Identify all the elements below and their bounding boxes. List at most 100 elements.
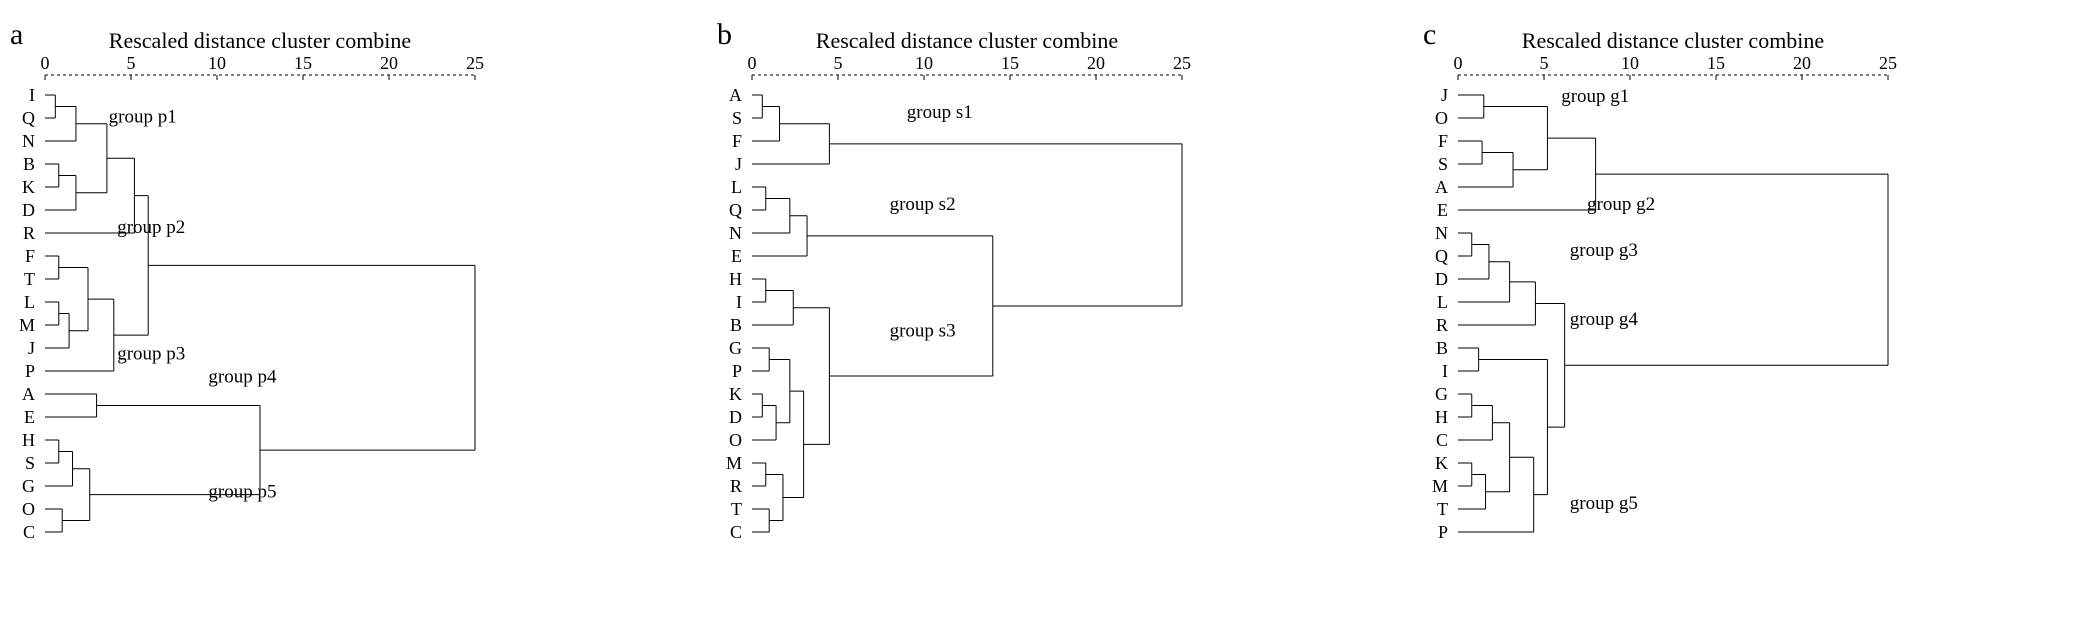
leaf-label: R [730, 476, 742, 496]
group-label: group g2 [1587, 194, 1655, 215]
leaf-label: Q [1435, 246, 1448, 266]
leaf-label: H [729, 269, 742, 289]
leaf-label: E [24, 407, 35, 427]
leaf-label: O [1435, 108, 1448, 128]
leaf-label: K [1435, 453, 1448, 473]
leaf-label: B [23, 154, 35, 174]
panel-label: c [1423, 20, 1436, 51]
group-label: group p3 [117, 344, 185, 365]
tick-label: 25 [1879, 53, 1897, 73]
leaf-label: F [25, 246, 35, 266]
leaf-label: T [24, 269, 35, 289]
leaf-label: F [732, 131, 742, 151]
group-label: group g4 [1570, 309, 1639, 330]
leaf-label: E [1437, 200, 1448, 220]
leaf-label: F [1438, 131, 1448, 151]
leaf-label: C [730, 522, 742, 542]
leaf-label: L [24, 292, 35, 312]
leaf-label: A [22, 384, 35, 404]
tick-label: 0 [1454, 53, 1463, 73]
leaf-label: R [1436, 315, 1448, 335]
tick-label: 10 [1621, 53, 1639, 73]
tick-label: 0 [747, 53, 756, 73]
axis-title: Rescaled distance cluster combine [815, 28, 1117, 53]
tick-label: 20 [380, 53, 398, 73]
leaf-label: C [1436, 430, 1448, 450]
group-label: group g5 [1570, 493, 1638, 514]
leaf-label: P [1438, 522, 1448, 542]
tick-label: 15 [1707, 53, 1725, 73]
leaf-label: D [22, 200, 35, 220]
panel-c: c Rescaled distance cluster combine 0 5 10 15… [1423, 20, 2090, 565]
leaf-label: J [1441, 85, 1448, 105]
group-label: group p2 [117, 217, 185, 238]
leaf-label: M [1432, 476, 1448, 496]
dendrogram-c: c Rescaled distance cluster combine 0 5 10 15… [1423, 20, 1908, 565]
tick-label: 10 [915, 53, 933, 73]
group-label: group g1 [1562, 86, 1630, 107]
leaf-label: M [726, 453, 742, 473]
tick-label: 25 [1173, 53, 1191, 73]
panel-label: b [717, 20, 732, 51]
tick-label: 20 [1087, 53, 1105, 73]
leaf-label: I [1442, 361, 1448, 381]
panel-a: aRescaled distance cluster combine051015… [10, 20, 677, 565]
leaf-label: Q [22, 108, 35, 128]
axis-title: Rescaled distance cluster combine [1522, 28, 1824, 53]
leaf-label: K [22, 177, 35, 197]
leaf-label: L [731, 177, 742, 197]
leaf-label: J [735, 154, 742, 174]
leaf-label: B [1436, 338, 1448, 358]
panel-label: a [10, 20, 23, 51]
group-label: group s1 [906, 102, 972, 123]
leaf-label: S [732, 108, 742, 128]
leaf-label: N [729, 223, 742, 243]
leaf-label: G [1435, 384, 1448, 404]
leaf-label: D [729, 407, 742, 427]
leaf-label: N [1435, 223, 1448, 243]
leaf-label: J [28, 338, 35, 358]
axis-title: Rescaled distance cluster combine [109, 28, 411, 53]
tick-label: 20 [1793, 53, 1811, 73]
leaf-label: B [730, 315, 742, 335]
tick-label: 25 [466, 53, 484, 73]
leaf-label: G [729, 338, 742, 358]
group-label: group p5 [208, 482, 276, 503]
dendrogram-a: aRescaled distance cluster combine051015… [10, 20, 495, 565]
leaf-label: O [729, 430, 742, 450]
leaf-label: H [1435, 407, 1448, 427]
leaf-label: T [731, 499, 742, 519]
leaf-label: H [22, 430, 35, 450]
tick-label: 15 [1001, 53, 1019, 73]
leaf-label: C [23, 522, 35, 542]
tick-label: 5 [1540, 53, 1549, 73]
panel-b: b Rescaled distance cluster combine 0 5 10 15… [717, 20, 1384, 565]
leaf-label: S [25, 453, 35, 473]
leaf-label: P [732, 361, 742, 381]
group-label: group s3 [889, 321, 955, 342]
tick-label: 10 [208, 53, 226, 73]
tick-label: 5 [127, 53, 136, 73]
leaf-label: L [1437, 292, 1448, 312]
leaf-label: K [729, 384, 742, 404]
tick-label: 0 [41, 53, 50, 73]
leaf-label: O [22, 499, 35, 519]
leaf-label: E [731, 246, 742, 266]
group-label: group g3 [1570, 240, 1638, 261]
leaf-label: M [19, 315, 35, 335]
tick-label: 5 [833, 53, 842, 73]
group-label: group s2 [889, 194, 955, 215]
leaf-label: I [736, 292, 742, 312]
leaf-label: Q [729, 200, 742, 220]
leaf-label: P [25, 361, 35, 381]
dendrogram-b: b Rescaled distance cluster combine 0 5 10 15… [717, 20, 1202, 565]
leaf-label: D [1435, 269, 1448, 289]
leaf-label: N [22, 131, 35, 151]
leaf-label: R [23, 223, 35, 243]
group-label: group p4 [208, 367, 277, 388]
leaf-label: S [1438, 154, 1448, 174]
leaf-label: T [1437, 499, 1448, 519]
leaf-label: G [22, 476, 35, 496]
group-label: group p1 [109, 107, 177, 128]
leaf-label: I [29, 85, 35, 105]
